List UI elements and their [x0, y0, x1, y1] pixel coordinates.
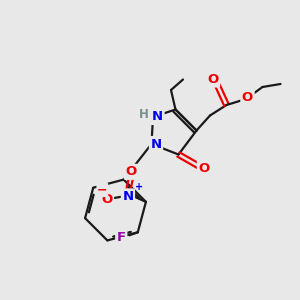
- Text: N: N: [150, 137, 162, 151]
- Text: O: O: [242, 91, 253, 104]
- Text: N: N: [152, 110, 163, 124]
- Text: O: O: [207, 73, 219, 86]
- Text: O: O: [101, 193, 112, 206]
- Text: F: F: [117, 231, 126, 244]
- Text: N: N: [122, 190, 134, 203]
- Text: −: −: [97, 183, 107, 196]
- Text: H: H: [139, 108, 149, 121]
- Text: O: O: [125, 165, 136, 178]
- Text: +: +: [134, 182, 143, 192]
- Text: O: O: [198, 161, 210, 175]
